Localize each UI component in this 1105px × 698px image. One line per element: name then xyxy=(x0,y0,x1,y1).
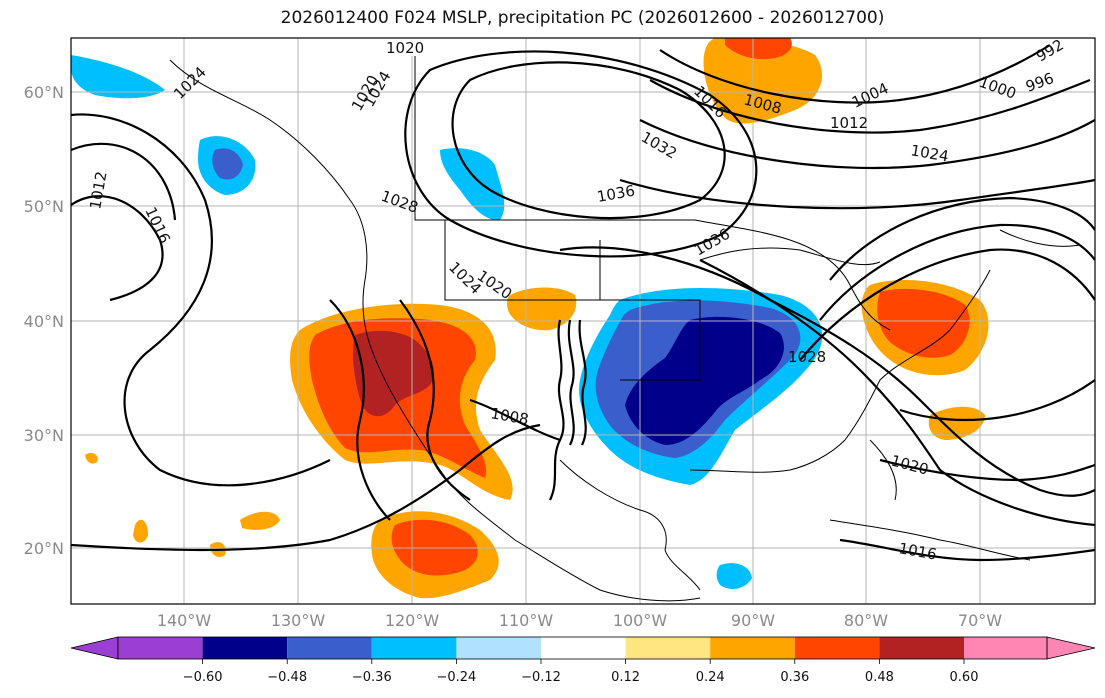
lon-label: 140°W xyxy=(157,611,212,630)
positive-anomaly-pacific-2 xyxy=(133,519,148,543)
colorbar-segment xyxy=(118,637,203,659)
lat-label: 40°N xyxy=(24,312,64,331)
isobars xyxy=(71,44,1095,562)
lon-label: 120°W xyxy=(385,611,440,630)
colorbar-segment xyxy=(541,637,626,659)
colorbar-segment xyxy=(287,637,372,659)
lon-label: 130°W xyxy=(271,611,326,630)
colorbar-segment xyxy=(625,637,711,659)
colorbar-tick-label: 0.24 xyxy=(696,670,725,685)
colorbar-tick-label: −0.60 xyxy=(183,670,223,685)
lat-label: 50°N xyxy=(24,197,64,216)
chart-title: 2026012400 F024 MSLP, precipitation PC (… xyxy=(280,8,885,28)
colorbar-tick-label: 0.36 xyxy=(780,670,809,685)
longitude-labels: 140°W 130°W 120°W 110°W 100°W 90°W 80°W … xyxy=(157,611,1002,630)
colorbar-segment xyxy=(710,637,795,659)
positive-anomaly-hudson-bay-mid xyxy=(725,38,792,60)
colorbar-segment xyxy=(371,637,457,659)
colorbar-tick-label: 0.60 xyxy=(950,670,979,685)
lat-label: 20°N xyxy=(24,539,64,558)
colorbar-segment xyxy=(964,637,1047,659)
colorbar-extend-low xyxy=(70,636,119,660)
colorbar-segment xyxy=(202,637,288,659)
colorbar-tick-label: 0.48 xyxy=(865,670,894,685)
colorbar-tick-label: −0.36 xyxy=(352,670,392,685)
negative-anomaly-south-central-strong xyxy=(625,316,784,445)
isobar-label: 1012 xyxy=(830,114,868,132)
lon-label: 80°W xyxy=(844,611,888,630)
lon-label: 110°W xyxy=(499,611,554,630)
colorbar: −0.60 −0.48 −0.36 −0.24 −0.12 0.12 0.24 … xyxy=(70,636,1096,685)
positive-anomaly-southwest-strong xyxy=(352,330,435,417)
colorbar-tick-label: −0.12 xyxy=(521,670,561,685)
negative-anomaly-bc-mid xyxy=(212,148,243,180)
lon-label: 100°W xyxy=(613,611,668,630)
colorbar-extend-high xyxy=(1046,636,1096,660)
lon-label: 70°W xyxy=(958,611,1002,630)
negative-anomaly-alaska xyxy=(71,55,165,99)
colorbar-tick-label: −0.24 xyxy=(436,670,476,685)
lon-label: 90°W xyxy=(731,611,775,630)
positive-anomaly-pacific-4 xyxy=(85,452,98,464)
positive-anomaly-hudson-bay xyxy=(703,38,823,124)
isobar-label: 1020 xyxy=(386,39,424,57)
colorbar-tick-label: −0.48 xyxy=(267,670,307,685)
positive-anomaly-pacific-1 xyxy=(240,511,280,530)
negative-anomaly-canada-north xyxy=(440,148,505,221)
negative-anomaly-gulf xyxy=(716,563,752,590)
map-frame xyxy=(70,37,1096,605)
latitude-labels: 60°N 50°N 40°N 30°N 20°N xyxy=(24,83,64,558)
lat-label: 60°N xyxy=(24,83,64,102)
lat-label: 30°N xyxy=(24,426,64,445)
isobar-label: 1028 xyxy=(788,348,826,366)
colorbar-segment xyxy=(879,637,964,659)
colorbar-segment xyxy=(794,637,880,659)
positive-anomaly-four-corners xyxy=(506,287,577,331)
positive-anomaly-caribbean xyxy=(928,406,985,440)
positive-anomaly-northeast-mid xyxy=(877,288,970,358)
colorbar-segment xyxy=(456,637,541,659)
colorbar-tick-label: 0.12 xyxy=(611,670,640,685)
